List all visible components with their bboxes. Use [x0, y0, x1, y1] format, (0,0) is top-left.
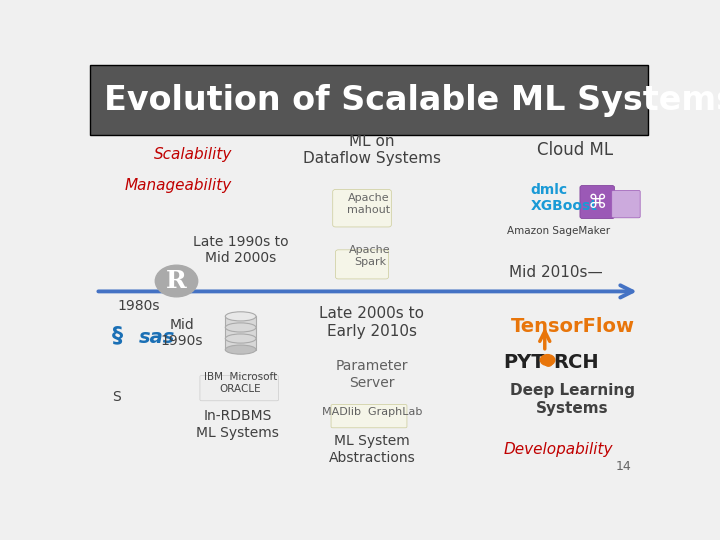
Text: Evolution of Scalable ML Systems: Evolution of Scalable ML Systems	[104, 84, 720, 117]
Text: Mid
1990s: Mid 1990s	[161, 318, 203, 348]
Ellipse shape	[225, 323, 256, 332]
Text: IBM  Microsoft
ORACLE: IBM Microsoft ORACLE	[204, 372, 277, 394]
Text: §: §	[112, 325, 123, 345]
Text: Deep Learning
Systems: Deep Learning Systems	[510, 383, 635, 416]
Text: S: S	[112, 390, 121, 404]
FancyBboxPatch shape	[580, 185, 615, 219]
Text: sas: sas	[138, 328, 175, 347]
Text: Late 2000s to
Early 2010s: Late 2000s to Early 2010s	[319, 306, 424, 339]
Text: Manageability: Manageability	[125, 178, 233, 193]
Text: ●: ●	[542, 354, 553, 367]
Bar	[225, 316, 256, 349]
FancyBboxPatch shape	[612, 191, 640, 218]
FancyBboxPatch shape	[90, 65, 648, 136]
Text: TensorFlow: TensorFlow	[510, 318, 634, 336]
Text: R: R	[166, 269, 187, 293]
Text: 14: 14	[616, 460, 631, 473]
Circle shape	[540, 355, 555, 366]
Text: ML on
Dataflow Systems: ML on Dataflow Systems	[303, 134, 441, 166]
Text: Parameter
Server: Parameter Server	[336, 360, 408, 390]
Text: Scalability: Scalability	[154, 147, 233, 161]
Text: RCH: RCH	[553, 353, 599, 372]
Text: Developability: Developability	[504, 442, 613, 457]
FancyBboxPatch shape	[336, 250, 389, 279]
FancyBboxPatch shape	[200, 375, 279, 401]
Ellipse shape	[225, 312, 256, 321]
Text: MADlib  GraphLab: MADlib GraphLab	[322, 407, 422, 417]
FancyBboxPatch shape	[331, 404, 407, 428]
Text: ML System
Abstractions: ML System Abstractions	[328, 434, 415, 464]
Circle shape	[156, 265, 198, 297]
Text: Apache
Spark: Apache Spark	[349, 245, 391, 267]
Text: Late 1990s to
Mid 2000s: Late 1990s to Mid 2000s	[193, 235, 289, 265]
Text: ⌘: ⌘	[588, 193, 607, 212]
Text: dmlc
XGBoost: dmlc XGBoost	[531, 183, 598, 213]
Text: In-RDBMS
ML Systems: In-RDBMS ML Systems	[197, 409, 279, 440]
Text: Amazon SageMaker: Amazon SageMaker	[507, 226, 611, 236]
Text: PYT: PYT	[503, 353, 545, 372]
Text: 1980s: 1980s	[118, 299, 161, 313]
Ellipse shape	[225, 334, 256, 343]
Text: Apache
mahout: Apache mahout	[348, 193, 390, 215]
FancyBboxPatch shape	[333, 190, 392, 227]
Text: Cloud ML: Cloud ML	[537, 141, 613, 159]
Text: Mid 2010s—: Mid 2010s—	[509, 265, 603, 280]
Ellipse shape	[225, 345, 256, 354]
